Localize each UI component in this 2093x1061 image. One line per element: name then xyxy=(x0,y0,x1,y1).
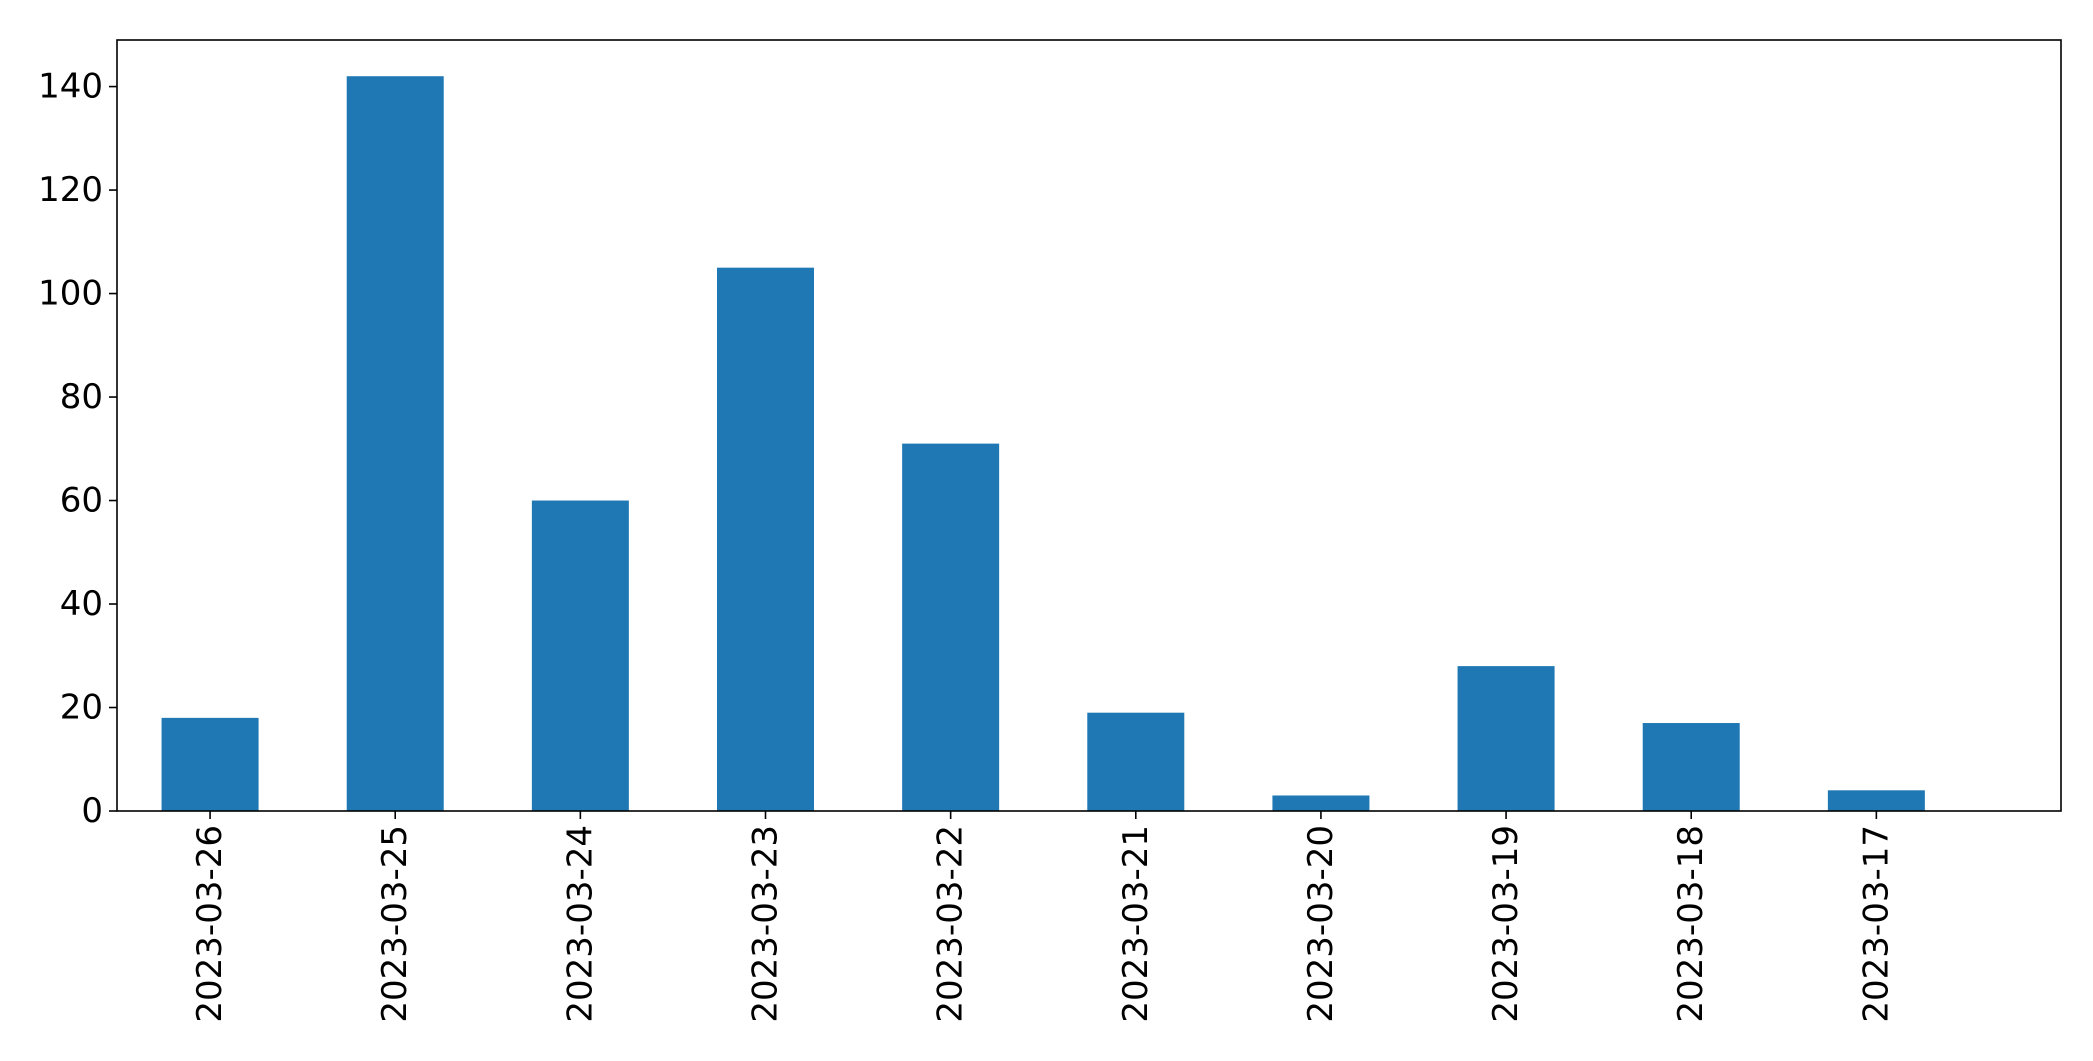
bar-2023-03-25 xyxy=(346,76,444,811)
x-tick-group: 2023-03-26 2023-03-25 2023-03-24 2023-03-23… xyxy=(190,811,1896,1023)
y-tick-label: 120 xyxy=(38,170,103,210)
bar-2023-03-22 xyxy=(902,443,1000,811)
bar-2023-03-17 xyxy=(1827,790,1925,811)
y-tick-label: 40 xyxy=(60,584,103,624)
x-tick-label: 2023-03-21 xyxy=(1116,825,1156,1023)
bar-2023-03-19 xyxy=(1457,666,1555,811)
x-tick-label: 2023-03-25 xyxy=(375,825,415,1023)
y-tick-label: 100 xyxy=(38,274,103,314)
y-tick-label: 80 xyxy=(60,377,103,417)
bar-2023-03-21 xyxy=(1087,712,1185,811)
y-tick-label: 0 xyxy=(81,791,103,831)
x-tick-label: 2023-03-18 xyxy=(1671,825,1711,1023)
bar-2023-03-26 xyxy=(161,717,259,811)
bar-2023-03-24 xyxy=(531,500,629,811)
x-tick-label: 2023-03-19 xyxy=(1486,825,1526,1023)
x-tick-label: 2023-03-17 xyxy=(1856,825,1896,1023)
y-tick-group: 0 20 40 60 80 100 120 140 xyxy=(38,67,117,831)
bar-2023-03-18 xyxy=(1642,723,1740,811)
x-tick-label: 2023-03-20 xyxy=(1301,825,1341,1023)
x-tick-label: 2023-03-24 xyxy=(560,825,600,1023)
y-tick-label: 140 xyxy=(38,67,103,107)
bars-group xyxy=(161,76,1925,811)
plot-frame xyxy=(116,39,2062,812)
y-tick-label: 20 xyxy=(60,688,103,728)
x-tick-label: 2023-03-26 xyxy=(190,825,230,1023)
x-tick-label: 2023-03-23 xyxy=(746,825,786,1023)
x-tick-label: 2023-03-22 xyxy=(931,825,971,1023)
bar-2023-03-20 xyxy=(1272,795,1370,811)
bar-2023-03-23 xyxy=(717,267,814,811)
y-tick-label: 60 xyxy=(60,481,103,521)
